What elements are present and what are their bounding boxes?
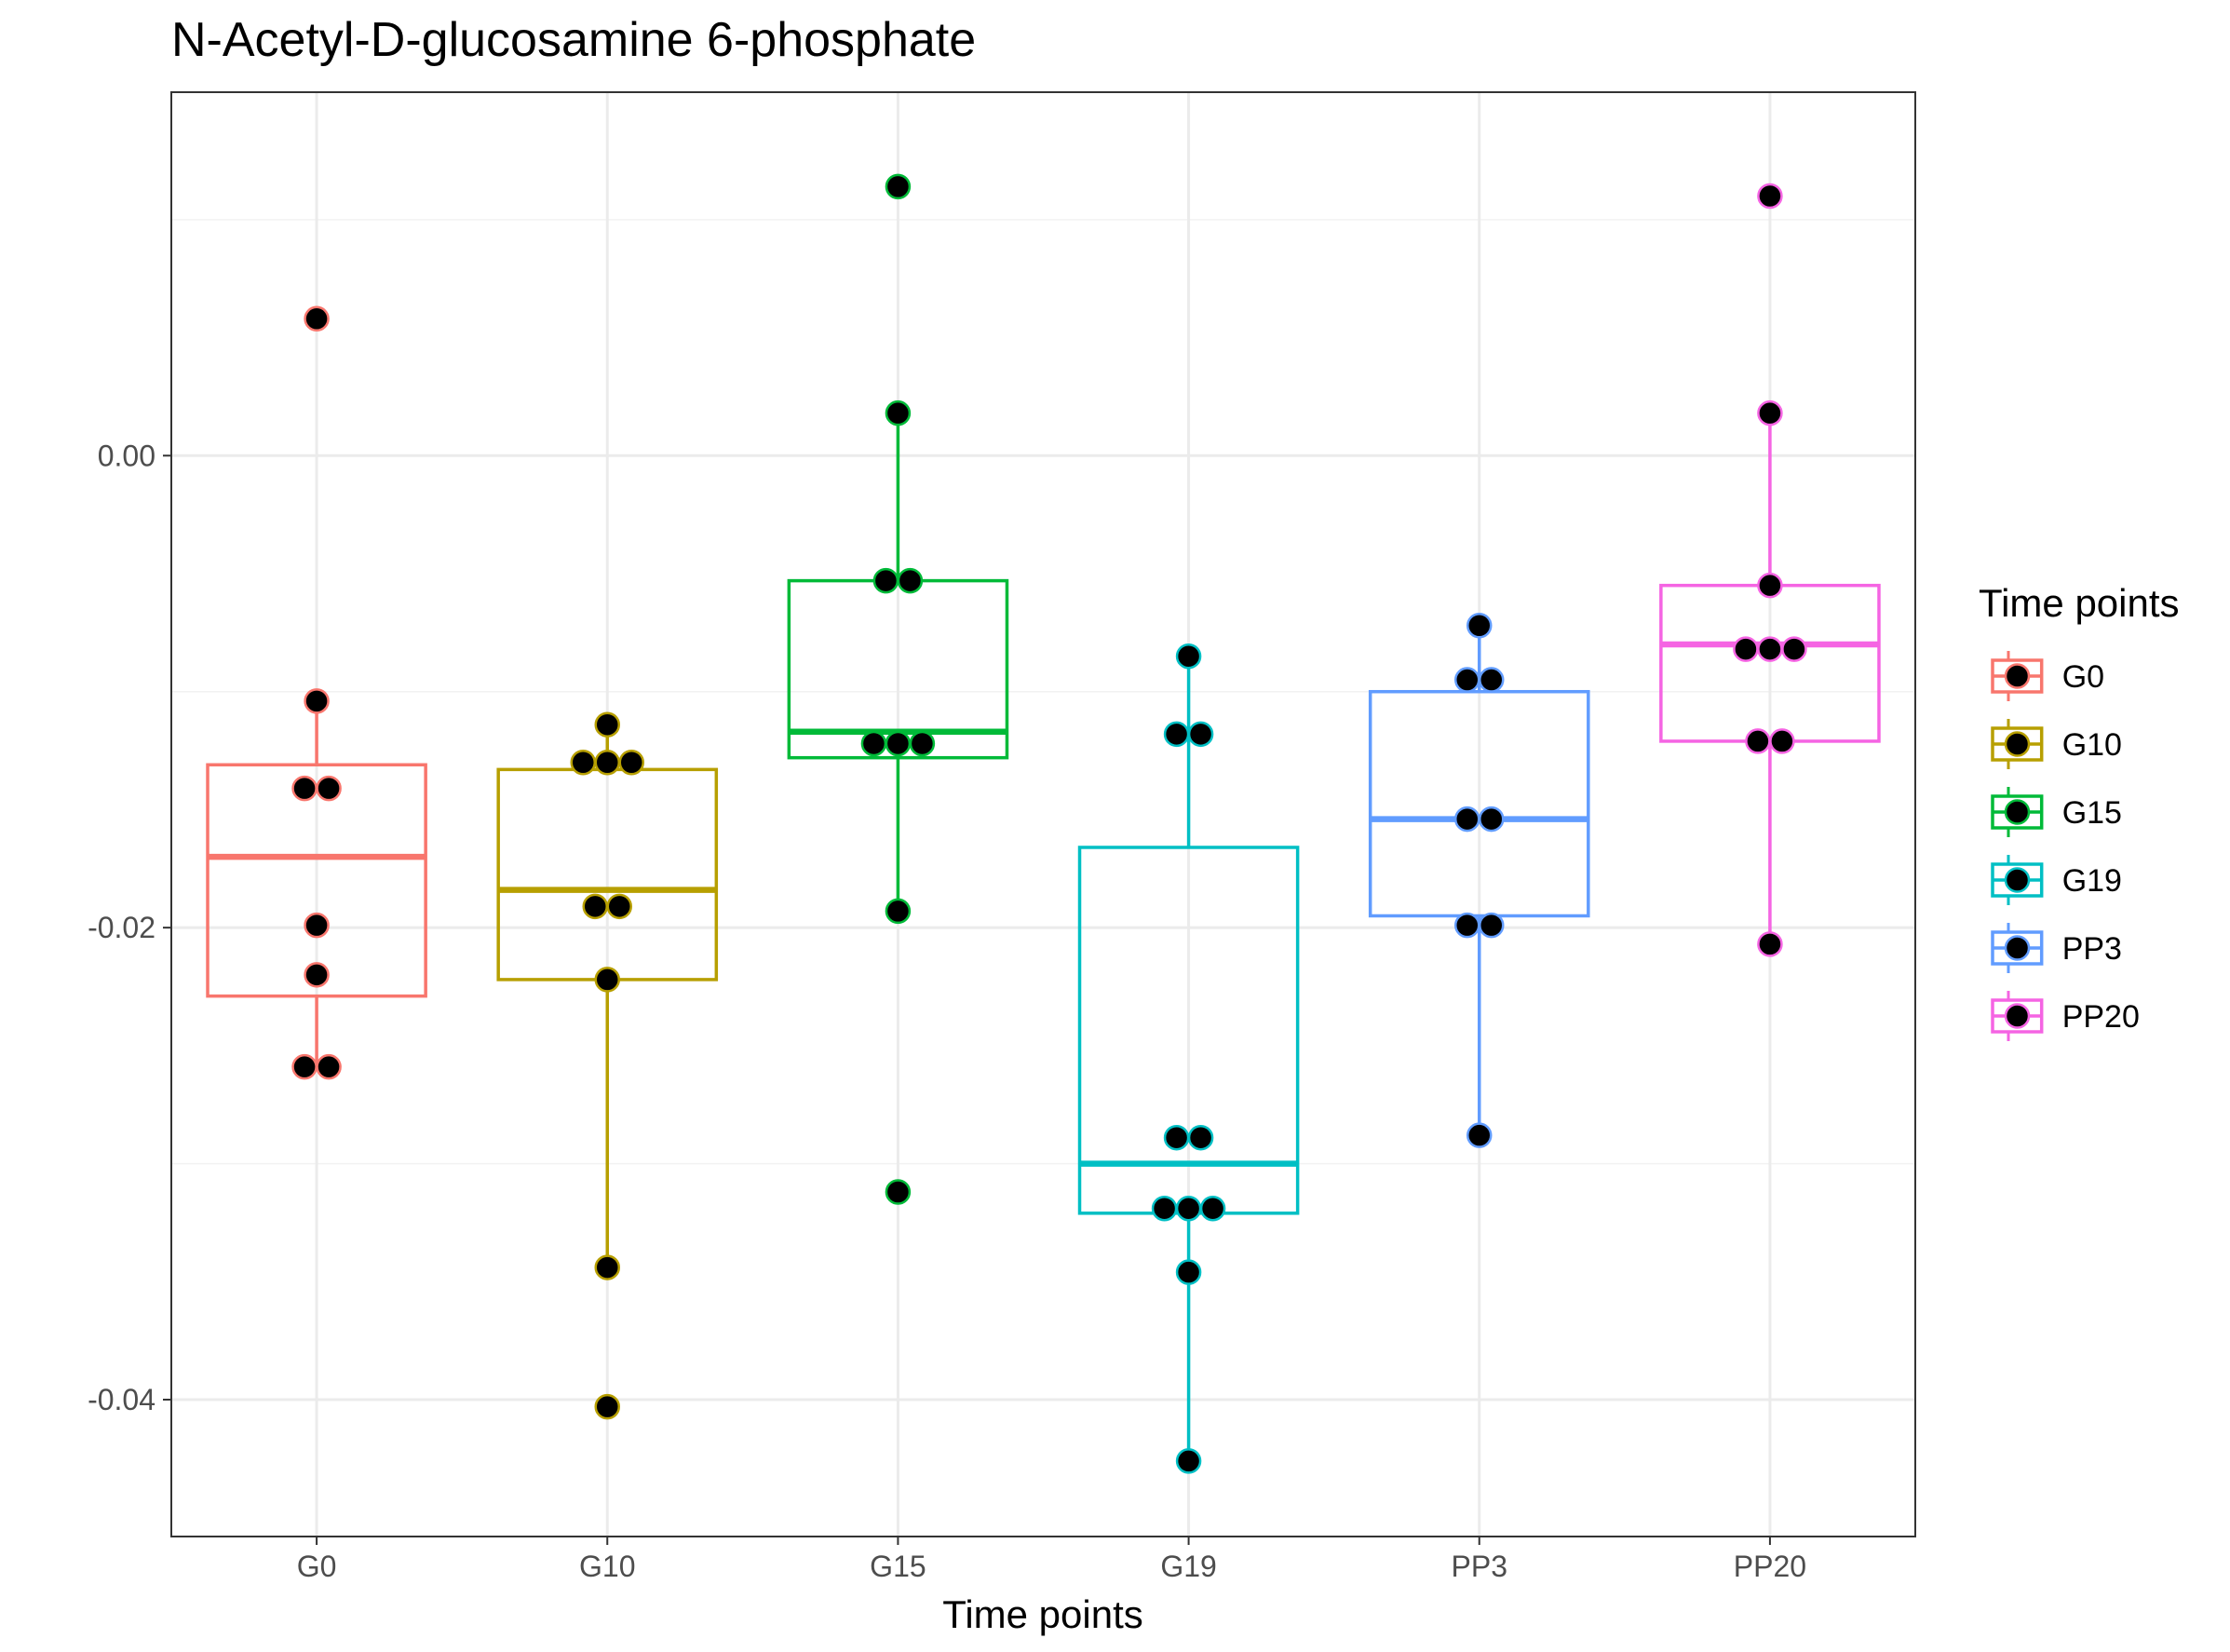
data-point: [885, 898, 912, 925]
data-point: [1769, 728, 1795, 754]
data-point: [897, 567, 924, 594]
legend-title: Time points: [1979, 581, 2180, 625]
legend-label: G15: [2062, 795, 2122, 831]
data-point: [885, 173, 912, 200]
data-point: [872, 567, 899, 594]
data-point: [1163, 1124, 1190, 1151]
legend-label: G0: [2062, 659, 2104, 695]
chart-title: N-Acetyl-D-glucosamine 6-phosphate: [171, 13, 976, 67]
data-point: [594, 1393, 620, 1420]
data-point: [594, 711, 620, 738]
box-body: [1368, 689, 1590, 918]
legend-key-point: [2004, 935, 2031, 961]
legend-label: PP3: [2062, 931, 2122, 967]
data-point: [291, 1053, 318, 1080]
x-tick-label: PP3: [1452, 1550, 1507, 1583]
data-point: [1175, 1195, 1202, 1222]
data-point: [1175, 643, 1202, 670]
data-point: [1466, 613, 1493, 639]
data-point: [1175, 1259, 1202, 1285]
y-tick-label: -0.04: [88, 1383, 155, 1416]
data-point: [1175, 1448, 1202, 1474]
legend-label: PP20: [2062, 999, 2140, 1035]
data-point: [1187, 721, 1214, 748]
x-tick-label: G15: [870, 1550, 926, 1583]
data-point: [570, 749, 596, 776]
data-point: [1757, 572, 1783, 599]
data-point: [1151, 1195, 1178, 1222]
legend-entry-g10: G10: [1991, 719, 2122, 769]
legend-key-point: [2004, 731, 2031, 757]
data-point: [1757, 183, 1783, 210]
x-tick-label: PP20: [1734, 1550, 1806, 1583]
legend-entry-g0: G0: [1991, 651, 2104, 701]
legend-entry-pp3: PP3: [1991, 923, 2122, 973]
data-point: [316, 1053, 342, 1080]
panel-border: [170, 91, 1916, 1537]
data-point: [1757, 399, 1783, 427]
data-point: [885, 1179, 912, 1205]
data-point: [291, 775, 318, 802]
legend-entry-pp20: PP20: [1991, 991, 2140, 1041]
y-tick-label: 0.00: [98, 439, 155, 472]
legend-label: G10: [2062, 727, 2122, 763]
legend-entry-g19: G19: [1991, 855, 2122, 905]
data-point: [1745, 728, 1771, 754]
data-point: [885, 399, 912, 427]
data-point: [304, 962, 330, 988]
x-tick-label: G19: [1160, 1550, 1216, 1583]
data-point: [1454, 667, 1480, 693]
x-tick-label: G0: [297, 1550, 337, 1583]
legend-label: G19: [2062, 863, 2122, 899]
data-point: [909, 730, 936, 757]
data-point: [594, 749, 620, 776]
data-point: [1479, 667, 1505, 693]
legend-key-point: [2004, 867, 2031, 893]
data-point: [1757, 636, 1783, 662]
y-tick-label: -0.02: [88, 911, 155, 944]
data-point: [885, 730, 912, 757]
x-axis: G0 G10 G15 G19 PP3 PP20: [297, 1537, 1806, 1583]
data-point: [594, 967, 620, 993]
y-axis: 0.00 -0.02 -0.04: [88, 439, 171, 1416]
data-point: [1187, 1124, 1214, 1151]
data-point: [606, 893, 632, 920]
legend-key-point: [2004, 1003, 2031, 1029]
legend-key-point: [2004, 663, 2031, 689]
legend: Time points G0 G10 G15 G19 PP3 PP20: [1979, 581, 2180, 1041]
data-points: [291, 173, 1807, 1474]
data-point: [582, 893, 608, 920]
legend-key-point: [2004, 799, 2031, 825]
data-point: [1733, 636, 1759, 662]
data-point: [304, 912, 330, 939]
data-point: [1781, 636, 1807, 662]
data-point: [1479, 912, 1505, 939]
x-axis-title: Time points: [942, 1592, 1143, 1636]
data-point: [1757, 931, 1783, 957]
data-point: [304, 305, 330, 332]
data-point: [316, 775, 342, 802]
data-point: [594, 1254, 620, 1280]
data-point: [1479, 806, 1505, 833]
data-point: [1454, 912, 1480, 939]
data-point: [304, 688, 330, 714]
data-point: [1454, 806, 1480, 833]
x-tick-label: G10: [579, 1550, 635, 1583]
data-point: [1163, 721, 1190, 748]
data-point: [618, 749, 644, 776]
data-point: [1199, 1195, 1226, 1222]
data-point: [860, 730, 887, 757]
box-body: [206, 763, 427, 998]
legend-entry-g15: G15: [1991, 787, 2122, 837]
data-point: [1466, 1122, 1493, 1148]
